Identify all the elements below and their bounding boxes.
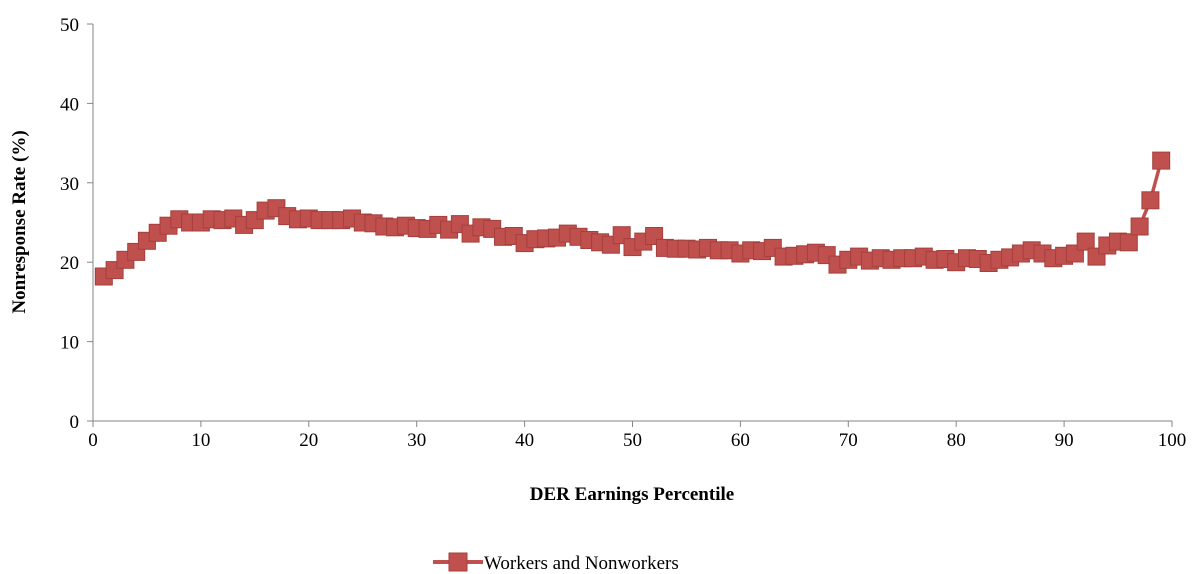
x-tick-label: 10 bbox=[191, 430, 210, 451]
x-axis-title: DER Earnings Percentile bbox=[530, 484, 734, 505]
legend-label: Workers and Nonworkers bbox=[484, 553, 679, 574]
x-tick-label: 50 bbox=[623, 430, 642, 451]
y-tick-label: 30 bbox=[60, 174, 79, 195]
y-axis-title: Nonresponse Rate (%) bbox=[9, 130, 30, 313]
data-point bbox=[1076, 232, 1095, 251]
series-workers-and-nonworkers bbox=[94, 151, 1171, 286]
data-point bbox=[1141, 191, 1160, 210]
legend-marker bbox=[448, 552, 468, 572]
data-point bbox=[1119, 233, 1138, 252]
y-tick-label: 20 bbox=[60, 253, 79, 274]
x-tick-label: 80 bbox=[947, 430, 966, 451]
y-tick-label: 40 bbox=[60, 94, 79, 115]
legend: Workers and Nonworkers bbox=[433, 552, 679, 574]
x-tick-label: 100 bbox=[1158, 430, 1187, 451]
x-tick-label: 30 bbox=[407, 430, 426, 451]
x-tick-label: 0 bbox=[88, 430, 98, 451]
y-tick-label: 0 bbox=[70, 412, 80, 433]
x-axis: 0 10 20 30 40 50 60 70 80 90 100 bbox=[88, 420, 1187, 451]
x-tick-label: 90 bbox=[1055, 430, 1074, 451]
x-tick-label: 70 bbox=[839, 430, 858, 451]
y-tick-label: 10 bbox=[60, 333, 79, 354]
y-tick-label: 50 bbox=[60, 15, 79, 36]
x-tick-label: 20 bbox=[299, 430, 318, 451]
x-tick-label: 40 bbox=[515, 430, 534, 451]
data-point bbox=[1130, 217, 1149, 236]
x-tick-label: 60 bbox=[731, 430, 750, 451]
y-axis: 0 10 20 30 40 50 bbox=[60, 15, 94, 433]
data-point bbox=[1152, 151, 1171, 170]
